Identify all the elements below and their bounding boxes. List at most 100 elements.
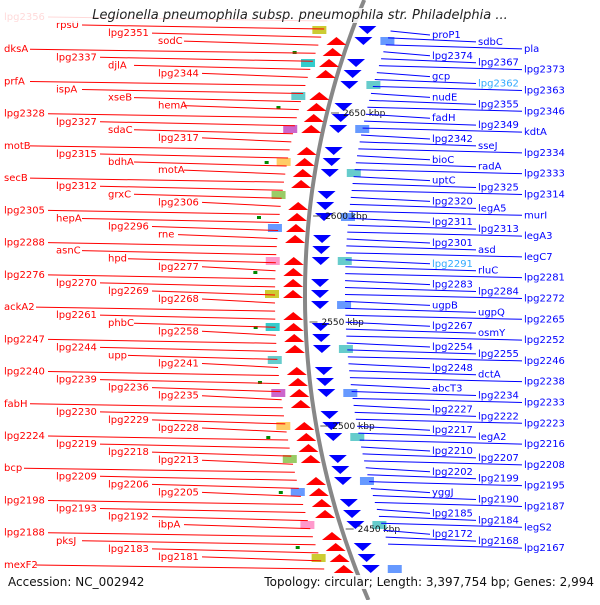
reverse-label-leader [359, 141, 477, 147]
forward-label-leader [99, 475, 297, 481]
forward-gene-label: lpg2317 [158, 133, 199, 144]
forward-feature-arrow [283, 268, 304, 276]
reverse-gene-label: lpg2342 [432, 134, 473, 145]
forward-gene-label: hpd [108, 254, 127, 265]
reverse-gene-label: lpg2248 [432, 363, 473, 374]
reverse-label-leader [350, 196, 431, 202]
reverse-label-leader [352, 183, 477, 189]
reverse-label-leader [345, 259, 431, 265]
forward-feature-arrow [284, 345, 305, 353]
forward-feature-arrow [290, 400, 311, 408]
reverse-label-leader [354, 169, 523, 175]
reverse-gene-label: lpg2234 [478, 391, 519, 402]
reverse-label-leader [374, 501, 523, 507]
reverse-gene-label: lpg2202 [432, 467, 473, 478]
scale-tick-label: 2600 kbp [325, 212, 368, 222]
forward-gene-label: lpg2240 [4, 367, 45, 378]
reverse-gene-label: osmY [478, 328, 506, 339]
forward-label-leader [127, 258, 276, 264]
forward-label-leader [183, 105, 299, 111]
reverse-gene-label: bioC [432, 155, 454, 166]
reverse-gene-label: lpg2311 [432, 217, 473, 228]
forward-label-leader [183, 169, 286, 175]
forward-label-leader [99, 314, 276, 320]
forward-gene-label: lpg2228 [158, 423, 199, 434]
forward-feature-arrow [294, 422, 315, 430]
reverse-gene-label: lpg2217 [432, 425, 473, 436]
forward-feature-arrow [286, 213, 307, 221]
forward-label-leader [151, 387, 281, 393]
reverse-gene-label: lpg2187 [524, 501, 565, 512]
forward-gene-label: rne [158, 230, 174, 241]
forward-gene-label: sodC [158, 36, 183, 47]
forward-gene-label: lpg2224 [4, 431, 45, 442]
reverse-cog-block [338, 345, 353, 353]
reverse-cog-block [355, 125, 370, 133]
reverse-feature-arrow [314, 367, 333, 375]
forward-gene-label: motA [158, 165, 185, 176]
forward-gene-label: lpg2183 [108, 544, 149, 555]
reverse-label-layer: proP1 sdbC pla lpg2374 lpg2367 lpg2373 gcp lpg2… [344, 30, 565, 554]
forward-gene-label: lpg2268 [158, 294, 199, 305]
reverse-label-leader [376, 72, 431, 78]
forward-label-leader [81, 217, 279, 223]
reverse-gene-label: lpg2367 [478, 58, 519, 69]
forward-gene-label: lpg2188 [4, 528, 45, 539]
forward-gene-label: lpg2229 [108, 415, 149, 426]
reverse-gene-label: lpg2272 [524, 293, 565, 304]
forward-feature-arrow [292, 169, 313, 177]
reverse-feature-arrow [322, 422, 341, 430]
reverse-gene-label: legA2 [478, 432, 506, 443]
forward-gene-label: lpg2261 [56, 310, 97, 321]
reverse-gene-label: lpg2325 [478, 183, 519, 194]
forward-gene-label: lpg2235 [158, 391, 199, 402]
forward-label-leader [133, 97, 301, 103]
forward-feature-arrow [285, 224, 306, 232]
reverse-feature-arrow [311, 279, 330, 287]
reverse-label-leader [346, 335, 523, 341]
forward-cog-block [271, 389, 286, 397]
feature-layer [253, 26, 402, 573]
reverse-gene-label: lpg2223 [524, 418, 565, 429]
forward-label-leader [201, 556, 322, 562]
reverse-label-leader [348, 363, 431, 369]
backbone-layer [303, 0, 371, 601]
forward-feature-arrow [305, 477, 326, 485]
forward-label-leader [133, 193, 282, 199]
forward-label-leader [133, 129, 294, 135]
forward-feature-arrow [296, 433, 317, 441]
reverse-label-leader [383, 529, 431, 535]
reverse-gene-label: lpg2195 [524, 481, 565, 492]
reverse-feature-arrow [311, 257, 330, 265]
forward-label-leader [201, 395, 282, 401]
reverse-gene-label: sdbC [478, 37, 503, 48]
forward-feature-arrow [283, 279, 304, 287]
reverse-gene-label: lpg2246 [524, 356, 565, 367]
reverse-gene-label: lpg2238 [524, 377, 565, 388]
forward-cog-block [291, 92, 306, 100]
forward-label-leader [183, 40, 319, 46]
reverse-feature-arrow [361, 565, 380, 573]
forward-label-leader [151, 516, 308, 522]
reverse-feature-arrow [311, 323, 330, 331]
reverse-feature-arrow [328, 455, 347, 463]
reverse-cog-block [337, 301, 352, 309]
forward-label-leader [201, 427, 287, 433]
forward-label-leader [99, 153, 289, 159]
reverse-feature-arrow [313, 235, 332, 243]
reverse-feature-arrow [311, 290, 330, 298]
forward-label-leader [151, 290, 276, 296]
reverse-label-leader [346, 342, 431, 348]
reverse-gene-label: lpg2362 [478, 79, 519, 90]
forward-label-leader [23, 467, 295, 473]
forward-label-leader [81, 89, 304, 95]
reverse-gene-label: lpg2355 [478, 99, 519, 110]
reverse-label-leader [345, 273, 523, 279]
reverse-label-leader [359, 439, 523, 445]
forward-label-leader [127, 354, 278, 360]
reverse-label-leader [349, 377, 523, 383]
forward-label-leader [99, 185, 283, 191]
reverse-gene-label: legS2 [524, 522, 552, 533]
forward-gene-label: bcp [4, 463, 22, 474]
forward-label-leader [35, 564, 325, 570]
